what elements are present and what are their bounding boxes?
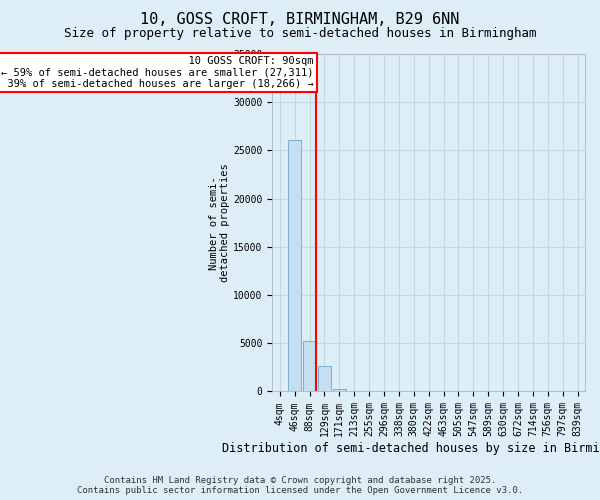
Bar — [303, 342, 316, 392]
Text: 10, GOSS CROFT, BIRMINGHAM, B29 6NN: 10, GOSS CROFT, BIRMINGHAM, B29 6NN — [140, 12, 460, 28]
X-axis label: Distribution of semi-detached houses by size in Birmingham: Distribution of semi-detached houses by … — [222, 442, 600, 455]
Text: Size of property relative to semi-detached houses in Birmingham: Size of property relative to semi-detach… — [64, 28, 536, 40]
Bar — [348, 390, 361, 392]
Bar — [318, 366, 331, 392]
Y-axis label: Number of semi-
detached properties: Number of semi- detached properties — [209, 164, 230, 282]
Bar — [289, 140, 301, 392]
Text: 10 GOSS CROFT: 90sqm
← 59% of semi-detached houses are smaller (27,311)
  39% of: 10 GOSS CROFT: 90sqm ← 59% of semi-detac… — [0, 56, 314, 89]
Bar — [333, 388, 346, 392]
Text: Contains HM Land Registry data © Crown copyright and database right 2025.
Contai: Contains HM Land Registry data © Crown c… — [77, 476, 523, 495]
